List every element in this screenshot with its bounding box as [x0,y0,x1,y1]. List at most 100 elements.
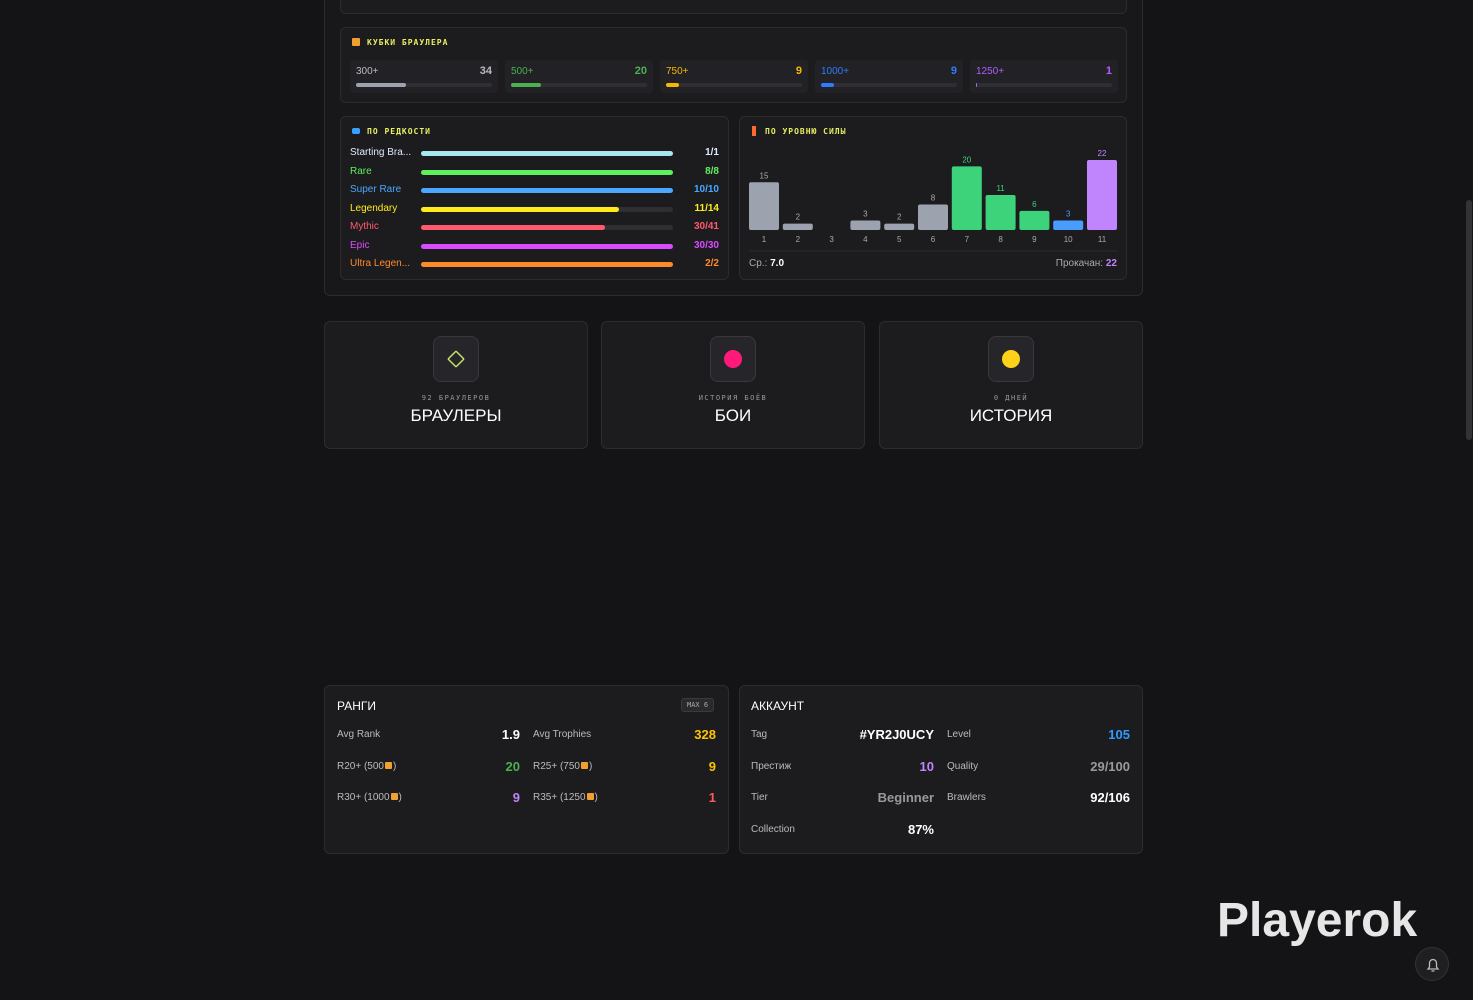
trophy-track [666,83,802,87]
trophy-title: КУБКИ БРАУЛЕРА [367,38,449,47]
power-title: ПО УРОВНЮ СИЛЫ [765,127,847,136]
card-subtitle: 0 ДНЕЙ [993,394,1029,402]
power-bar [749,182,779,230]
card-icon [433,336,479,382]
trophy-tile [505,60,653,93]
bell-button[interactable] [1415,947,1449,981]
rank-value: 328 [694,727,716,742]
rarity-title: ПО РЕДКОСТИ [367,127,431,136]
account-box [739,685,1143,854]
power-value-label: 3 [1066,209,1071,218]
rarity-value: 1/1 [705,147,719,158]
card-icon [710,336,756,382]
power-category: 10 [1064,235,1073,244]
power-value-label: 20 [962,155,971,164]
card-title: БОИ [714,406,752,425]
card-glyph [1002,350,1020,368]
power-category: 8 [998,235,1003,244]
trophy-bar [666,83,680,87]
trophy-track [356,83,492,87]
rarity-box [340,116,729,280]
rarity-name: Rare [350,165,372,177]
ranks-title: РАНГИ [337,699,376,713]
trophy-glyph [384,761,392,769]
rank-label: R30+ (1000) [337,792,402,803]
rarity-name: Legendary [350,202,398,214]
power-box [739,116,1127,280]
power-value-label: 8 [931,194,936,203]
trophy-glyph [580,761,588,769]
card-glyph [447,350,465,368]
power-category: 1 [762,235,767,244]
ranks-box [324,685,729,854]
trophy-glyph [586,793,594,800]
rarity-bar [421,151,673,156]
rank-label: Avg Trophies [533,729,592,740]
rarity-bar [421,262,673,267]
watermark: Playerok [1217,894,1418,947]
rarity-name: Mythic [350,221,379,232]
power-category: 9 [1032,235,1037,244]
diamond-icon [352,128,360,134]
rarity-bar [421,169,673,175]
trophy-track [511,83,647,87]
rarity-name: Starting Bra... [350,147,412,158]
trophy-bar [821,83,835,87]
rarity-name: Epic [350,239,370,251]
trophy-icon [352,38,360,46]
trophy-tile [350,60,498,93]
account-label: Tier [751,792,768,803]
account-value: Beginner [877,790,934,805]
power-value-label: 22 [1098,149,1107,158]
rarity-value: 30/41 [693,221,719,232]
rarity-bar [421,206,619,212]
account-value: #YR2J0UCY [859,727,934,742]
bolt-icon [752,126,756,136]
rarity-bar [421,243,673,249]
rank-label-end: ) [588,760,593,772]
trophy-count: 20 [634,65,647,77]
power-bar [1053,220,1084,230]
trophy-track [821,83,957,87]
power-value-label: 3 [863,209,868,218]
maxed-label: Прокачан: [1055,258,1104,269]
scrollbar-thumb[interactable] [1466,200,1472,440]
rarity-value: 30/30 [693,239,719,251]
avg-label: Ср.: [749,258,768,269]
rank-value: 1.9 [501,727,520,742]
account-label: Quality [947,760,979,772]
maxed: Прокачан: 22 [1000,258,1117,269]
trophy-glyph [390,793,398,800]
account-label: Tag [751,729,768,740]
account-label: Brawlers [947,792,986,803]
account-value: 10 [919,758,934,774]
account-label: Престиж [751,760,792,772]
card-subtitle: ИСТОРИЯ БОЁВ [698,394,768,402]
trophy-label: 1250+ [976,66,1005,77]
trophy-track [976,83,1112,87]
account-value: 105 [1108,727,1130,742]
card-count: 92 [421,394,434,402]
trophy-label: 300+ [356,66,379,77]
power-category: 2 [796,235,801,244]
power-value-label: 6 [1032,200,1037,209]
rank-label-end: ) [392,760,397,772]
rank-value: 20 [505,758,520,774]
card-unit: БРАУЛЕРОВ [438,394,491,402]
maxed-value: 22 [1105,258,1117,269]
trophy-bar [356,83,407,87]
rarity-name: Super Rare [350,184,402,195]
rarity-name: Ultra Legen... [350,258,411,269]
power-category: 6 [931,235,936,244]
power-bar [985,195,1016,230]
rank-value: 1 [708,790,716,805]
trophy-label: 500+ [511,66,534,77]
power-value-label: 11 [996,184,1005,193]
power-bar [1087,160,1117,230]
account-label: Collection [751,823,795,835]
trophy-count: 9 [795,65,802,77]
avg: Ср.: 7.0 [749,258,784,269]
rarity-value: 2/2 [705,258,719,269]
